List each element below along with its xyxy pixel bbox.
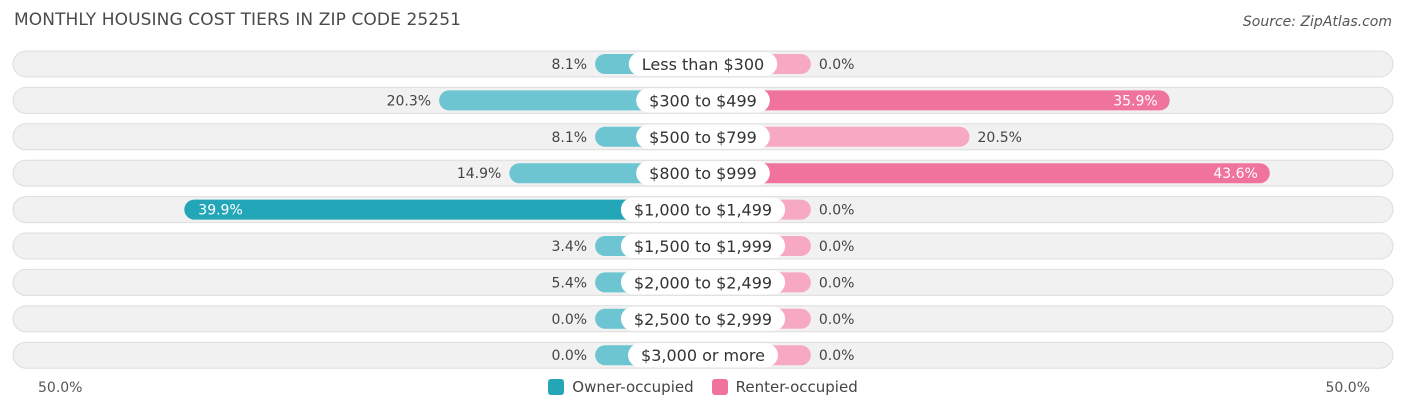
chart-title: MONTHLY HOUSING COST TIERS IN ZIP CODE 2… <box>14 10 462 30</box>
owner-value-label: 8.1% <box>552 57 588 73</box>
category-pill <box>636 124 770 149</box>
category-pill <box>620 270 786 295</box>
owner-value-label: 14.9% <box>457 166 501 182</box>
renter-bar <box>703 90 1170 111</box>
legend-item-renter[interactable]: Renter-occupied <box>711 378 858 396</box>
renter-value-label: 0.0% <box>819 57 855 73</box>
renter-value-label: 0.0% <box>819 275 855 291</box>
category-label: $500 to $799 <box>649 128 757 147</box>
legend-label-owner: Owner-occupied <box>572 378 694 396</box>
category-pill <box>636 88 770 113</box>
category-pill <box>620 197 786 222</box>
legend-swatch-renter <box>711 379 728 395</box>
owner-value-label: 0.0% <box>552 348 588 364</box>
legend: Owner-occupied Renter-occupied <box>0 378 1406 396</box>
owner-value-label: 8.1% <box>552 130 588 146</box>
renter-value-label: 0.0% <box>819 312 855 328</box>
category-label: $1,000 to $1,499 <box>634 201 772 220</box>
category-pill <box>628 343 778 368</box>
owner-value-label: 5.4% <box>552 275 588 291</box>
category-pill <box>620 306 786 331</box>
axis-right-label: 50.0% <box>1325 380 1370 396</box>
renter-value-label: 0.0% <box>819 203 855 219</box>
owner-value-label: 20.3% <box>387 93 431 109</box>
category-label: $2,500 to $2,999 <box>634 310 772 329</box>
owner-bar <box>184 199 704 220</box>
category-label: $3,000 or more <box>641 346 765 365</box>
category-label: Less than $300 <box>642 55 764 74</box>
category-label: $300 to $499 <box>649 91 757 110</box>
category-pill <box>636 161 770 186</box>
legend-label-renter: Renter-occupied <box>735 378 858 396</box>
renter-bar <box>703 126 970 147</box>
owner-bar <box>439 90 703 111</box>
renter-value-label: 35.9% <box>1113 93 1157 109</box>
legend-item-owner[interactable]: Owner-occupied <box>548 378 694 396</box>
chart-source: Source: ZipAtlas.com <box>1242 14 1392 30</box>
renter-value-label: 43.6% <box>1213 166 1257 182</box>
renter-value-label: 0.0% <box>819 239 855 255</box>
category-label: $1,500 to $1,999 <box>634 237 772 256</box>
chart-plot: 8.1% 0.0% Less than $300 20.3% 35.9% $300 to … <box>12 50 1394 369</box>
legend-swatch-owner <box>548 379 565 395</box>
category-label: $2,000 to $2,499 <box>634 273 772 292</box>
renter-value-label: 20.5% <box>978 130 1022 146</box>
category-label: $800 to $999 <box>649 164 757 183</box>
renter-bar <box>703 163 1270 184</box>
owner-value-label: 3.4% <box>552 239 588 255</box>
category-pill <box>628 52 778 76</box>
owner-value-label: 39.9% <box>198 203 242 219</box>
renter-value-label: 0.0% <box>819 348 855 364</box>
axis-left-label: 50.0% <box>38 380 83 396</box>
owner-value-label: 0.0% <box>552 312 588 328</box>
category-pill <box>620 234 786 258</box>
